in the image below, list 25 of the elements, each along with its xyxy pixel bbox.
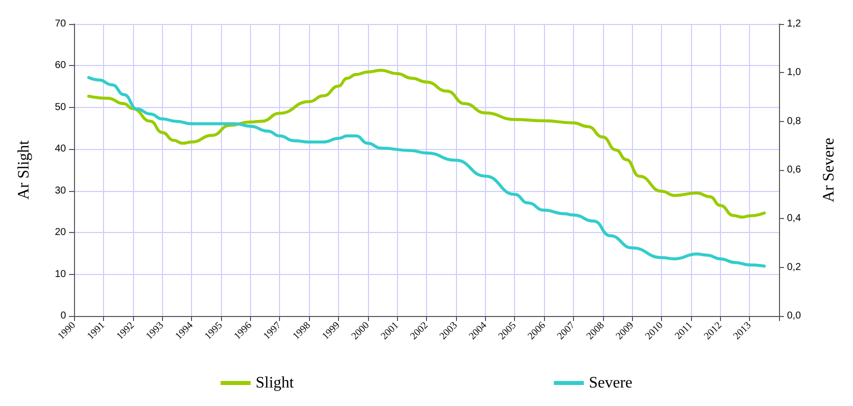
y2-tick-label: 0,2 — [787, 262, 802, 273]
x-tick-label: 2001 — [379, 320, 402, 342]
y-tick-label: 50 — [54, 102, 66, 113]
y-tick-label: 60 — [54, 60, 66, 72]
line-series — [87, 68, 766, 219]
y-tick-label: 0 — [60, 310, 66, 322]
x-tick-label: 2011 — [673, 320, 695, 342]
legend-label: Severe — [588, 374, 632, 392]
y2-tick-label: 0,8 — [787, 116, 802, 127]
y-tick-label: 10 — [54, 268, 66, 280]
y-tick-label: 30 — [54, 185, 66, 196]
y2-tick-label: 0,4 — [787, 213, 802, 224]
y2-tick-label: 0,0 — [787, 310, 802, 322]
y-tick-label: 70 — [54, 18, 66, 30]
y2-tick-label: 1,2 — [787, 18, 802, 30]
line-series — [87, 76, 766, 268]
y2-axis-title: Ar Severe — [820, 138, 838, 202]
y-axis-title: Ar Slight — [16, 140, 32, 200]
y2-tick-label: 0,6 — [787, 164, 802, 176]
x-tick-label: 1991 — [85, 320, 108, 342]
y-tick-label: 40 — [54, 144, 66, 155]
x-tick-label: 1992 — [114, 320, 137, 342]
legend-label: Slight — [256, 374, 294, 392]
y-tick-label: 20 — [54, 227, 66, 238]
y2-tick-label: 1,0 — [787, 67, 802, 78]
